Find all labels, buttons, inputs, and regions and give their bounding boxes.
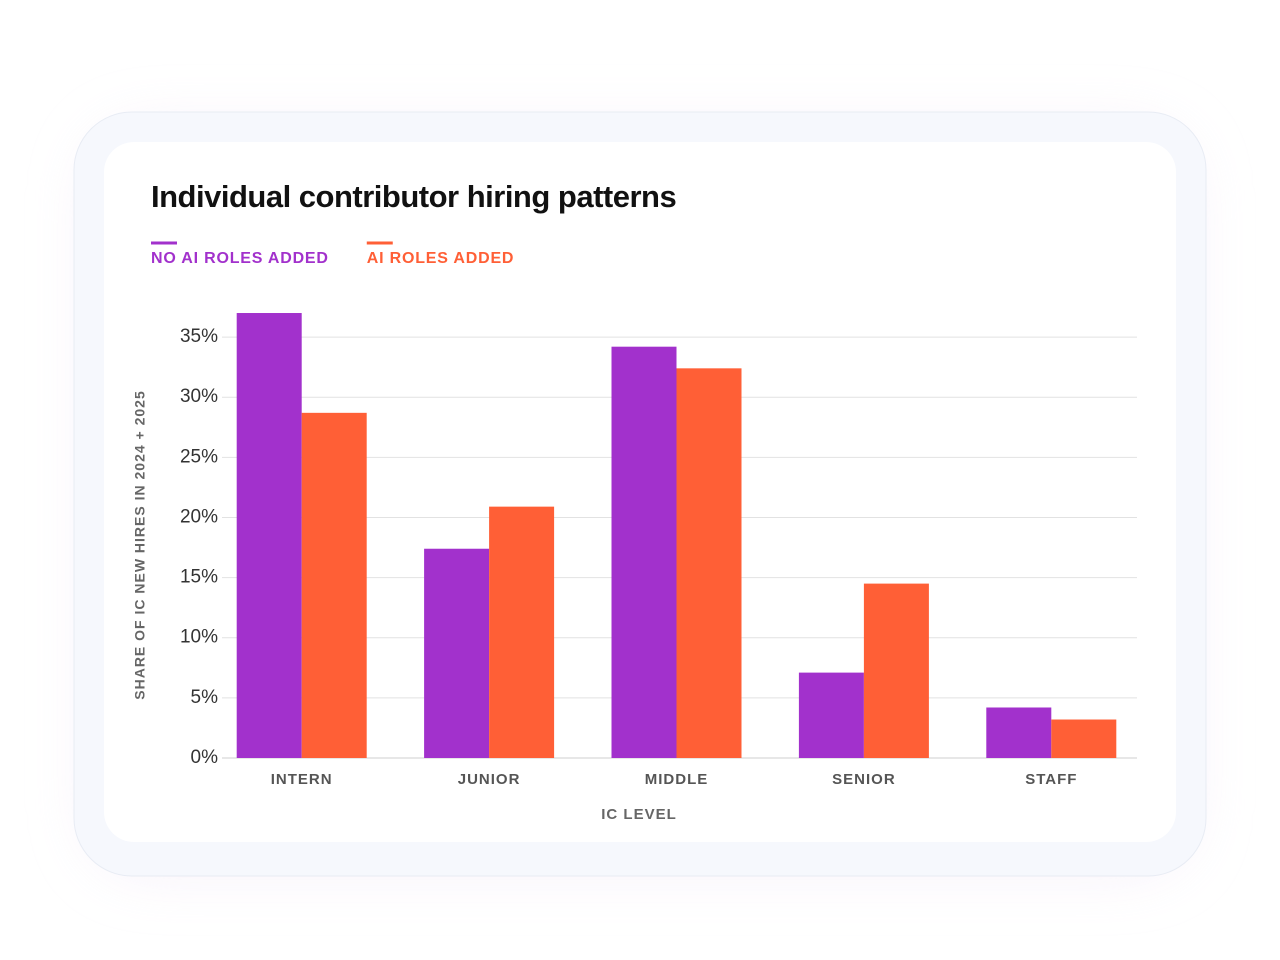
x-tick-label: INTERN	[271, 771, 333, 788]
y-tick-label: 5%	[191, 687, 219, 708]
x-axis-title: IC LEVEL	[601, 806, 677, 823]
y-axis-title: SHARE OF IC NEW HIRES IN 2024 + 2025	[132, 390, 148, 699]
legend-label: AI ROLES ADDED	[367, 250, 515, 267]
bar	[798, 672, 864, 758]
bar	[676, 368, 742, 758]
y-tick-label: 25%	[180, 446, 218, 467]
bar	[986, 707, 1052, 758]
y-tick-label: 35%	[180, 326, 218, 347]
y-tick-label: 15%	[180, 567, 218, 588]
bar	[301, 412, 367, 758]
chart-title: Individual contributor hiring patterns	[151, 179, 676, 214]
x-tick-label: SENIOR	[832, 771, 896, 788]
y-tick-label: 10%	[180, 627, 218, 648]
y-tick-label: 30%	[180, 386, 218, 407]
y-tick-label: 20%	[180, 506, 218, 527]
x-tick-label: MIDDLE	[645, 771, 709, 788]
x-tick-label: STAFF	[1025, 771, 1077, 788]
legend-label: NO AI ROLES ADDED	[151, 250, 329, 267]
bar	[236, 313, 302, 758]
x-tick-label: JUNIOR	[458, 771, 521, 788]
bar	[611, 346, 677, 758]
bar	[424, 548, 490, 758]
bar	[863, 583, 929, 758]
bar	[1051, 719, 1117, 758]
y-tick-label: 0%	[191, 747, 219, 768]
bar	[489, 506, 555, 758]
